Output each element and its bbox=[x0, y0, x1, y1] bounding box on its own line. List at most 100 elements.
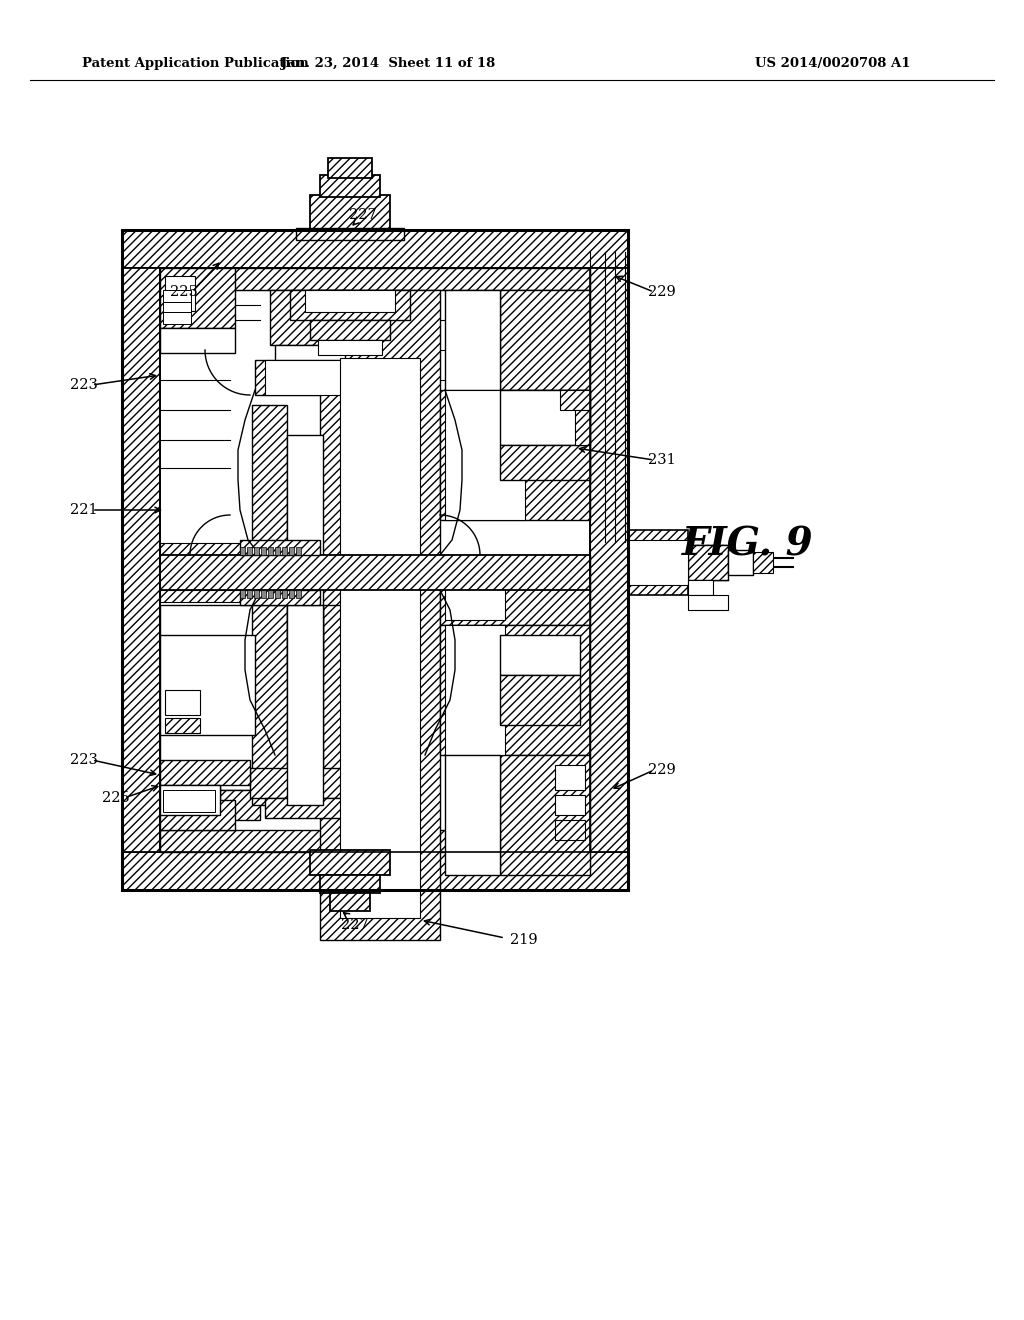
Text: 231: 231 bbox=[648, 453, 676, 467]
Bar bbox=[310, 319, 390, 341]
Text: 229: 229 bbox=[648, 285, 676, 300]
Bar bbox=[160, 543, 260, 554]
Bar bbox=[122, 268, 160, 851]
Bar bbox=[122, 851, 628, 890]
Bar bbox=[160, 327, 234, 352]
Text: 223: 223 bbox=[70, 752, 98, 767]
Bar bbox=[319, 290, 440, 940]
Bar bbox=[445, 624, 505, 755]
Bar bbox=[163, 302, 191, 312]
Bar bbox=[328, 158, 372, 178]
Bar bbox=[160, 268, 590, 290]
Bar bbox=[440, 389, 590, 520]
Bar bbox=[261, 546, 266, 554]
Bar bbox=[688, 595, 728, 610]
Bar bbox=[445, 755, 500, 875]
Bar bbox=[305, 290, 395, 312]
Bar bbox=[296, 590, 301, 598]
Bar bbox=[289, 590, 294, 598]
Bar bbox=[165, 276, 195, 312]
Bar bbox=[160, 785, 220, 814]
Bar bbox=[240, 590, 245, 598]
Bar bbox=[500, 675, 580, 725]
Text: 219: 219 bbox=[510, 933, 538, 946]
Bar bbox=[555, 766, 585, 789]
Text: 223: 223 bbox=[70, 378, 98, 392]
Text: 227: 227 bbox=[341, 917, 369, 932]
Bar bbox=[728, 550, 753, 576]
Text: Jan. 23, 2014  Sheet 11 of 18: Jan. 23, 2014 Sheet 11 of 18 bbox=[281, 57, 496, 70]
Bar bbox=[275, 546, 280, 554]
Bar bbox=[555, 820, 585, 840]
Bar bbox=[122, 230, 628, 890]
Bar bbox=[330, 894, 370, 911]
Bar bbox=[160, 290, 590, 830]
Bar bbox=[287, 605, 323, 805]
Bar bbox=[500, 445, 590, 480]
Bar bbox=[310, 195, 390, 230]
Bar bbox=[247, 590, 252, 598]
Bar bbox=[160, 554, 590, 590]
Bar bbox=[323, 605, 358, 805]
Bar bbox=[160, 590, 260, 602]
Bar bbox=[255, 360, 365, 395]
Bar bbox=[500, 635, 580, 675]
Bar bbox=[296, 228, 404, 240]
Bar bbox=[590, 268, 628, 851]
Bar bbox=[163, 312, 191, 323]
Bar bbox=[445, 389, 525, 520]
Bar bbox=[240, 590, 319, 605]
Bar bbox=[240, 546, 245, 554]
Bar bbox=[163, 789, 215, 812]
Bar bbox=[323, 405, 358, 700]
Bar bbox=[275, 590, 280, 598]
Text: FIG. 9: FIG. 9 bbox=[682, 525, 814, 564]
Bar bbox=[240, 540, 319, 554]
Bar bbox=[445, 560, 505, 620]
Bar bbox=[261, 590, 266, 598]
Bar bbox=[282, 590, 287, 598]
Bar bbox=[252, 605, 287, 805]
Bar bbox=[165, 690, 200, 715]
Bar bbox=[318, 341, 382, 355]
Bar bbox=[122, 230, 628, 890]
Text: US 2014/0020708 A1: US 2014/0020708 A1 bbox=[755, 57, 910, 70]
Bar bbox=[265, 360, 355, 395]
Bar bbox=[160, 605, 260, 789]
Bar bbox=[160, 760, 250, 785]
Bar bbox=[290, 290, 410, 319]
Bar bbox=[282, 546, 287, 554]
Bar bbox=[160, 268, 234, 327]
Text: Patent Application Publication: Patent Application Publication bbox=[82, 57, 309, 70]
Bar bbox=[247, 546, 252, 554]
Bar bbox=[122, 230, 628, 268]
Bar bbox=[163, 290, 191, 302]
Bar bbox=[555, 795, 585, 814]
Text: 225: 225 bbox=[170, 285, 198, 300]
Bar bbox=[268, 546, 273, 554]
Text: 227: 227 bbox=[349, 209, 377, 222]
Bar bbox=[165, 766, 220, 800]
Text: 229: 229 bbox=[648, 763, 676, 777]
Bar bbox=[688, 545, 728, 579]
Bar bbox=[287, 436, 323, 671]
Bar bbox=[319, 176, 380, 197]
Bar bbox=[160, 789, 260, 820]
Bar bbox=[275, 345, 345, 360]
Bar bbox=[319, 875, 380, 894]
Bar bbox=[160, 635, 255, 735]
Bar bbox=[500, 755, 590, 875]
Bar bbox=[560, 389, 590, 411]
Bar bbox=[440, 554, 590, 624]
Bar bbox=[160, 800, 234, 830]
Bar bbox=[289, 546, 294, 554]
Bar bbox=[265, 799, 355, 818]
Bar bbox=[500, 389, 590, 445]
Bar bbox=[310, 850, 390, 875]
Bar bbox=[340, 358, 420, 917]
Bar bbox=[160, 830, 590, 851]
Bar bbox=[268, 590, 273, 598]
Bar bbox=[254, 590, 259, 598]
Bar bbox=[688, 579, 713, 595]
Bar bbox=[575, 411, 590, 445]
